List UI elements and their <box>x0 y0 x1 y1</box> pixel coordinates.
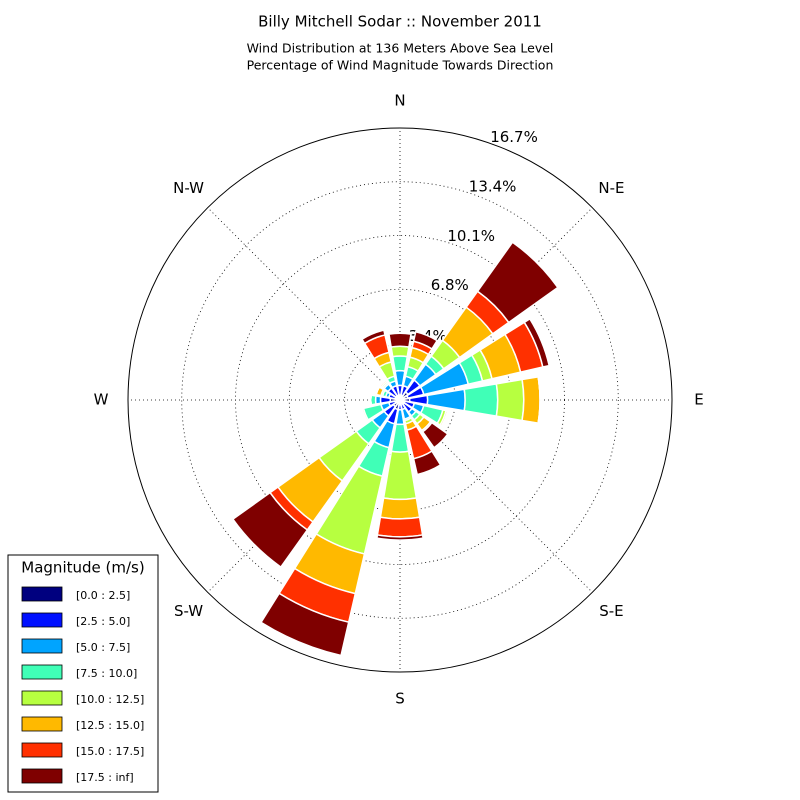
outer-ring <box>127 127 673 673</box>
direction-label: S-W <box>174 602 203 620</box>
grid-spoke <box>399 399 593 593</box>
bar-segment <box>412 330 439 350</box>
chart-subtitle: Percentage of Wind Magnitude Towards Dir… <box>247 58 554 73</box>
r-tick-label: 10.1% <box>447 227 495 245</box>
direction-label: N-E <box>598 179 624 197</box>
direction-label: N-W <box>173 179 204 197</box>
chart-title: Billy Mitchell Sodar :: November 2011 <box>258 13 542 31</box>
bar-segment <box>391 355 409 372</box>
bar-segment <box>390 345 410 358</box>
bar-segment <box>379 497 421 520</box>
bar-segment <box>495 378 525 422</box>
bar-segment <box>231 491 309 569</box>
direction-label: W <box>94 391 109 409</box>
bar-segment <box>376 516 424 538</box>
direction-label: N <box>394 92 405 110</box>
bar-segment <box>523 317 551 368</box>
r-tick-label: 6.8% <box>431 276 469 294</box>
legend-label: [17.5 : inf] <box>76 771 134 784</box>
bar-segment <box>376 534 424 541</box>
legend-label: [15.0 : 17.5] <box>76 745 144 758</box>
legend-label: [10.0 : 12.5] <box>76 693 144 706</box>
bar-segment <box>476 241 559 324</box>
chart-subtitle: Wind Distribution at 136 Meters Above Se… <box>247 41 554 56</box>
bar-segment <box>382 450 418 501</box>
legend-title: Magnitude (m/s) <box>21 559 144 577</box>
legend-swatch <box>21 664 63 680</box>
direction-label: S-E <box>599 602 623 620</box>
legend-swatch <box>21 716 63 732</box>
bar-segment <box>440 410 449 427</box>
grid-ring <box>181 181 619 619</box>
bar-segment <box>260 592 350 657</box>
legend-swatch <box>21 690 63 706</box>
bar-segment <box>521 376 541 424</box>
direction-label: S <box>395 690 405 708</box>
bar-segment <box>360 329 386 345</box>
bar-segment <box>421 421 449 449</box>
grid-spoke <box>207 207 401 401</box>
direction-label: E <box>694 391 703 409</box>
legend-label: [2.5 : 5.0] <box>76 615 130 628</box>
legend-swatch <box>21 742 63 758</box>
legend-swatch <box>21 612 63 628</box>
r-tick-label: 16.7% <box>490 128 538 146</box>
r-tick-label: 13.4% <box>469 178 517 196</box>
legend-label: [7.5 : 10.0] <box>76 667 137 680</box>
legend-swatch <box>21 586 63 602</box>
bar-segment <box>412 450 442 476</box>
bar-segment <box>463 383 499 417</box>
legend-label: [0.0 : 2.5] <box>76 589 130 602</box>
legend-swatch <box>21 638 63 654</box>
legend-label: [5.0 : 7.5] <box>76 641 130 654</box>
legend-label: [12.5 : 15.0] <box>76 719 144 732</box>
legend-swatch <box>21 768 63 784</box>
bar-segment <box>388 332 412 348</box>
